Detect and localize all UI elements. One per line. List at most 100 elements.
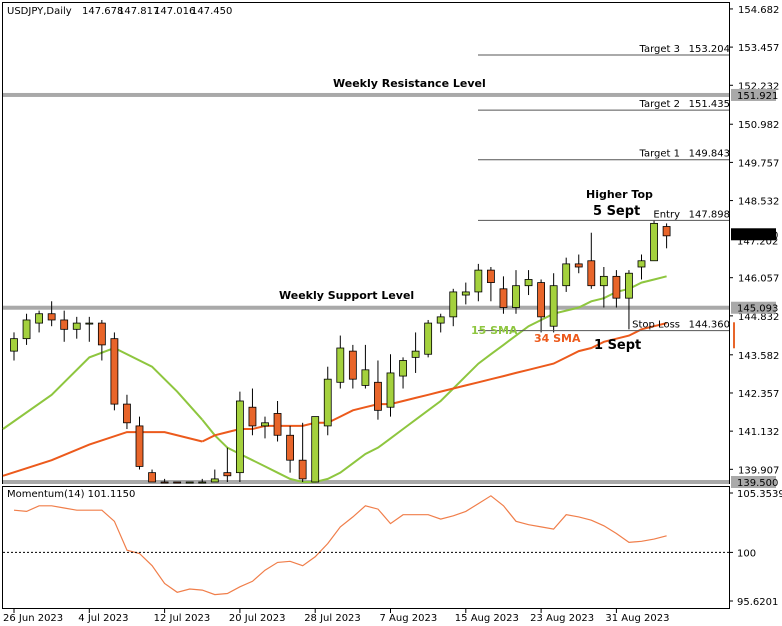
symbol-label: USDJPY,Daily [7,6,72,17]
y-tick-label: 144.832 [738,312,779,323]
candle [625,270,633,330]
resistance-level-label: Weekly Resistance Level [333,77,486,90]
candle-body [60,319,69,330]
x-tick-label: 7 Aug 2023 [380,613,438,624]
candle-body [348,350,357,380]
level-price-label-1: 145.093 [737,304,778,315]
candle [424,319,433,358]
candle-body [574,263,583,268]
candle-body [110,338,119,405]
candle [436,313,445,333]
level-band-0 [3,92,729,97]
candle [323,366,332,436]
level-price-box-0 [731,88,776,101]
candle-body [185,481,194,484]
candle [399,357,407,389]
momentum-title: Momentum(14) 101.1150 [7,489,135,500]
x-tick-label: 20 Jul 2023 [229,613,286,624]
candle [587,232,596,289]
candle-body [562,263,571,287]
candle [574,254,583,274]
candle-body [223,472,232,477]
candle-body [261,422,269,427]
sma34-label: 34 SMA [534,332,581,345]
x-tick-label: 26 Jun 2023 [3,613,63,624]
candle-body [210,478,219,483]
candle [549,273,558,333]
candle-body [160,481,169,484]
x-tick-label: 23 Aug 2023 [530,613,594,624]
candle-body [637,260,646,268]
support-level-label: Weekly Support Level [279,289,414,302]
candle-body [374,381,382,411]
candle [612,270,621,308]
candle [47,301,56,327]
trade-level-name-4: Stop Loss [632,320,680,331]
header-high: 147.817 [118,6,159,17]
candle [261,416,269,439]
y-tick-label: 153.457 [738,43,779,54]
y-tick-label: 139.907 [738,465,779,476]
x-tick-label: 31 Aug 2023 [605,613,669,624]
candle-body [97,322,106,346]
candle [537,279,545,333]
candle [486,267,495,302]
candle [386,354,395,417]
level-price-label-2: 139.500 [737,478,778,489]
candle [449,288,458,327]
candle-body [311,416,320,483]
candle-body [198,481,207,484]
candle-body [323,378,332,427]
trade-level-name-0: Target 3 [639,44,680,55]
candle-body [486,269,495,283]
trade-level-value-3: 147.898 [689,209,730,220]
candle-body [587,260,596,287]
candle [512,270,520,314]
candle-body [411,350,420,358]
candle [148,469,156,483]
candle [123,394,131,430]
candle [60,310,69,342]
trade-level-value-0: 153.204 [689,44,730,55]
candle-body [85,322,94,325]
candle [599,267,608,308]
candle [10,332,18,361]
candle [223,447,232,482]
candle-body [650,222,658,262]
level-price-label-0: 151.921 [737,91,778,102]
candle-body [436,316,445,324]
candle-body [72,322,81,330]
candle [198,478,207,484]
candle [474,263,483,302]
candle [461,282,470,305]
candle-body [286,434,295,461]
candle [97,319,106,361]
candle [650,220,658,262]
candle-body [22,319,31,340]
candle-body [424,322,433,355]
candle-body [135,425,144,467]
candle-body [399,360,407,377]
candle-body [461,291,470,296]
candle-body [336,347,345,383]
candle-body [235,400,244,474]
higher-top-label: Higher Top [586,188,653,201]
momentum-panel [2,486,730,609]
candle [235,391,244,482]
candle-body [662,226,671,237]
header-close: 147.450 [191,6,232,17]
candle [210,469,219,483]
candle [336,335,345,389]
momentum-y-tick-label: 105.3539 [737,489,782,500]
y-tick-label: 150.982 [738,120,779,131]
momentum-line [13,495,667,596]
candle-body [474,269,483,293]
candle [110,332,119,411]
current-price-box [731,228,776,241]
header-open: 147.678 [82,6,123,17]
sma15-line [201,275,667,483]
candle [248,388,257,436]
trade-level-name-3: Entry [653,209,680,220]
